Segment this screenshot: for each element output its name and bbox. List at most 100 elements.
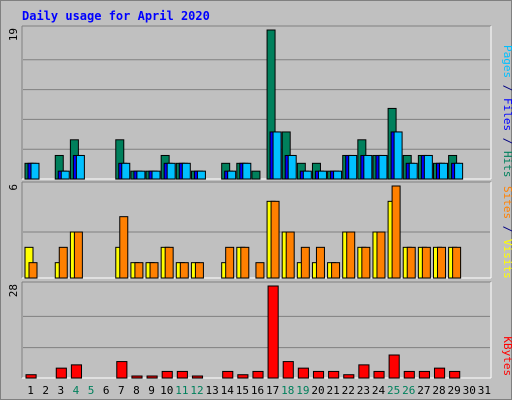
panel-axis-label: KBytes [501, 336, 512, 376]
x-tick-label: 6 [103, 384, 110, 397]
x-tick-label: 16 [251, 384, 264, 397]
x-tick-label: 5 [88, 384, 95, 397]
chart-panels: 19 Pages / Files / Hits 6 Sites / Visits 28 K… [7, 25, 512, 379]
bar-sites [270, 200, 280, 279]
bar-sites [58, 246, 68, 279]
bar-kbytes [116, 361, 128, 379]
bar-sites [285, 231, 295, 279]
bar-kbytes [252, 370, 264, 379]
bar-sites [300, 246, 310, 279]
bar-pages [363, 154, 373, 180]
bar-kbytes [55, 367, 67, 379]
bar-pages [287, 154, 297, 180]
panel-visits-sites: 6 Sites / Visits [7, 181, 512, 279]
x-tick-label: 17 [266, 384, 279, 397]
bar-kbytes [237, 374, 249, 379]
bar-sites [134, 262, 144, 279]
bar-pages [242, 162, 252, 180]
x-tick-label: 9 [148, 384, 155, 397]
bar-pages [166, 162, 176, 180]
bar-pages [302, 170, 312, 180]
bar-sites [452, 246, 462, 279]
bar-sites [28, 262, 38, 279]
bar-pages [136, 170, 146, 180]
x-tick-label: 1 [27, 384, 34, 397]
plot-area [22, 26, 491, 179]
bar-pages [454, 162, 464, 180]
x-tick-label: 23 [357, 384, 370, 397]
x-tick-label: 14 [221, 384, 235, 397]
bar-pages [272, 131, 282, 180]
bar-hits [251, 170, 261, 180]
x-tick-label: 13 [205, 384, 218, 397]
x-tick-label: 4 [73, 384, 80, 397]
plot-area [22, 282, 491, 378]
bar-sites [376, 231, 386, 279]
bar-kbytes [449, 370, 461, 379]
x-tick-label: 20 [311, 384, 324, 397]
bar-sites [119, 216, 129, 279]
bar-kbytes [418, 370, 430, 379]
bar-pages [181, 162, 191, 180]
x-tick-label: 27 [417, 384, 430, 397]
bar-sites [436, 246, 446, 279]
bar-kbytes [433, 367, 446, 379]
bar-kbytes [176, 370, 188, 379]
bar-sites [164, 246, 174, 279]
bar-sites [361, 246, 371, 279]
x-tick-label: 11 [175, 384, 188, 397]
bar-sites [391, 185, 401, 279]
bar-kbytes [146, 375, 158, 379]
bar-kbytes [282, 361, 294, 379]
bar-kbytes [328, 370, 340, 379]
x-tick-label: 8 [133, 384, 140, 397]
x-tick-label: 25 [387, 384, 400, 397]
bar-pages [30, 162, 40, 180]
axis-label-part: Visits [501, 239, 512, 279]
bar-kbytes [131, 375, 143, 379]
panel-kbytes: 28 KBytes [7, 281, 512, 379]
bar-sites [421, 246, 431, 279]
x-tick-label: 22 [342, 384, 355, 397]
x-tick-label: 26 [402, 384, 415, 397]
x-tick-label: 3 [58, 384, 65, 397]
bar-pages [227, 170, 237, 180]
x-tick-label: 19 [296, 384, 309, 397]
x-tick-label: 10 [160, 384, 173, 397]
bar-sites [179, 262, 189, 279]
bar-kbytes [267, 285, 279, 379]
bar-pages [60, 170, 70, 180]
axis-label-part: / [501, 78, 512, 98]
axis-label-part: Files [501, 98, 512, 131]
x-tick-label: 28 [432, 384, 445, 397]
y-max-label: 19 [7, 28, 20, 41]
bar-pages [151, 170, 161, 180]
bar-pages [423, 154, 433, 180]
bar-sites [315, 246, 325, 279]
bar-kbytes [222, 370, 234, 379]
axis-label-part: Sites [501, 186, 512, 219]
panel-axis-label: Sites / Visits [501, 186, 512, 279]
bar-kbytes [388, 354, 400, 379]
axis-label-part: / [501, 131, 512, 151]
panel-hits-files-pages: 19 Pages / Files / Hits [7, 25, 512, 180]
x-axis-labels: 1 2 3 4 5 6 7 8 9 10 11 12 13 14 15 16 17 18 19 20 21 22 23 24 2… [27, 384, 491, 397]
bar-pages [408, 162, 418, 180]
bar-sites [240, 246, 250, 279]
bar-pages [75, 154, 85, 180]
bar-kbytes [312, 370, 325, 379]
axis-label-part: Pages [501, 45, 512, 78]
bar-kbytes [403, 370, 415, 379]
bar-sites [194, 262, 204, 279]
bar-pages [333, 170, 343, 180]
x-tick-label: 24 [372, 384, 386, 397]
bar-pages [196, 170, 206, 180]
x-tick-label: 31 [478, 384, 491, 397]
bar-kbytes [373, 370, 385, 379]
bar-kbytes [343, 374, 355, 379]
y-max-label: 28 [7, 284, 20, 297]
panel-axis-label: Pages / Files / Hits [501, 45, 512, 178]
x-tick-label: 15 [236, 384, 249, 397]
